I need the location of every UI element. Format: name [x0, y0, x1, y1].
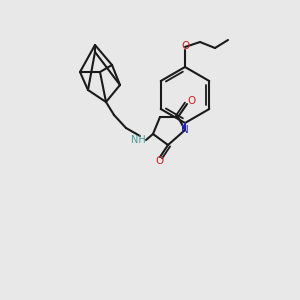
- Text: O: O: [181, 41, 189, 51]
- Text: NH: NH: [130, 135, 146, 145]
- Text: N: N: [181, 125, 189, 135]
- Text: O: O: [187, 96, 195, 106]
- Text: O: O: [155, 156, 163, 166]
